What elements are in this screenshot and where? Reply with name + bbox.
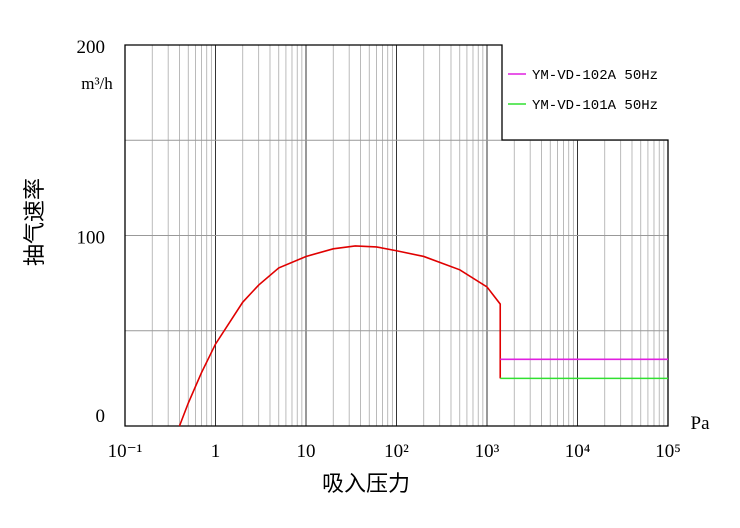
x-tick-label: 1 [211, 441, 221, 462]
frame [124, 44, 669, 427]
series-line [178, 245, 502, 427]
legend-label: YM-VD-102A 50Hz [532, 68, 658, 84]
x-tick-label: 10³ [475, 441, 500, 462]
legend-label: YM-VD-101A 50Hz [532, 98, 658, 114]
x-tick-label: 10² [384, 441, 409, 462]
y-tick-label: 200 [77, 37, 106, 58]
legend-box [502, 44, 670, 140]
y-axis-label: 抽气速率 [22, 178, 47, 266]
y-unit: m³/h [81, 74, 113, 93]
x-tick-label: 10⁻¹ [108, 441, 143, 462]
y-tick-label: 0 [96, 406, 106, 427]
x-axis-label: 吸入压力 [322, 471, 410, 496]
x-tick-label: 10 [297, 441, 316, 462]
x-tick-label: 10⁴ [565, 441, 591, 462]
x-unit: Pa [691, 413, 711, 434]
y-tick-label: 100 [77, 228, 106, 249]
x-tick-label: 10⁵ [655, 441, 681, 462]
